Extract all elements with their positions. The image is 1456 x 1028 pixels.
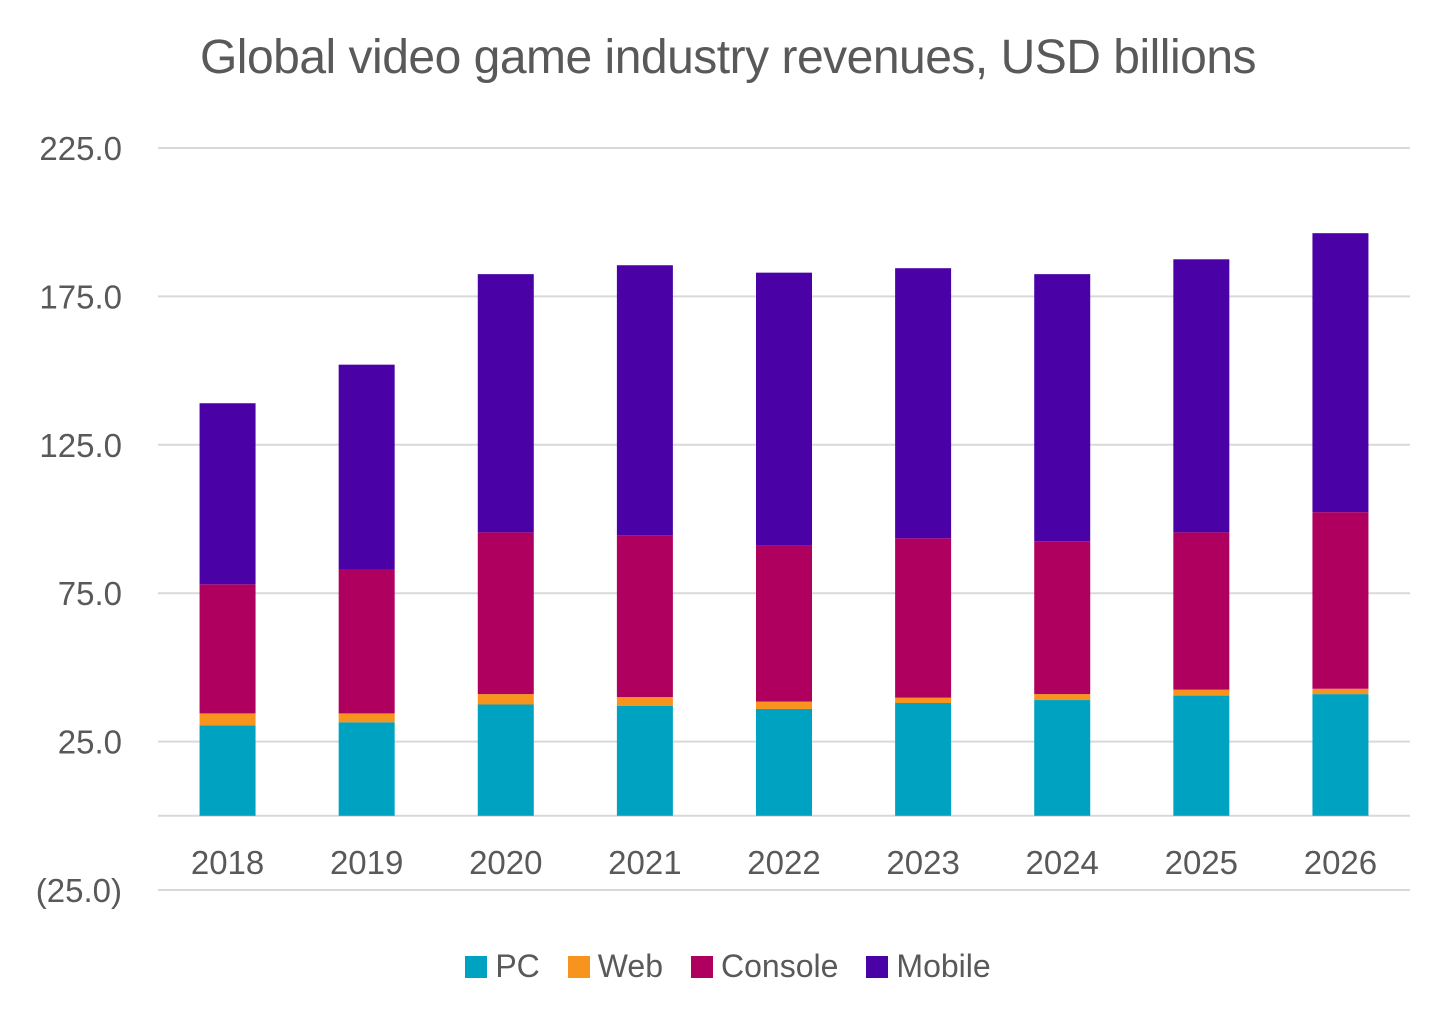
x-tick-label: 2024 (1026, 844, 1099, 881)
bar-console-2022 (756, 545, 812, 702)
bars (199, 233, 1369, 816)
legend: PC Web Console Mobile (0, 948, 1456, 985)
legend-item-console: Console (691, 948, 838, 985)
bar-web-2021 (616, 697, 673, 706)
legend-swatch (691, 955, 713, 978)
bar-mobile-2024 (1034, 274, 1091, 542)
bar-console-2024 (1034, 541, 1091, 695)
bar-pc-2022 (756, 708, 812, 816)
x-tick-label: 2018 (191, 844, 264, 881)
bar-web-2019 (338, 713, 395, 723)
x-tick-label: 2025 (1165, 844, 1238, 881)
bar-pc-2018 (199, 725, 256, 816)
legend-label: Mobile (896, 948, 991, 984)
bar-pc-2021 (616, 705, 673, 816)
legend-swatch (465, 955, 488, 978)
x-tick-label: 2021 (608, 844, 681, 881)
y-axis-ticks: (25.0) 25.0 75.0 125.0 175.0 225.0 (36, 130, 122, 909)
bar-pc-2024 (1034, 700, 1091, 816)
x-axis-ticks: 2018 2019 2020 2021 2022 2023 2024 2025 2026 (191, 844, 1377, 881)
chart-title: Global video game industry revenues, USD… (199, 31, 1257, 84)
y-tick-label: 225.0 (39, 130, 122, 167)
legend-item-pc: PC (465, 948, 540, 985)
bar-console-2023 (895, 538, 952, 698)
legend-item-mobile: Mobile (866, 948, 991, 985)
bar-pc-2025 (1173, 695, 1230, 816)
bar-pc-2026 (1312, 694, 1369, 816)
bar-mobile-2025 (1173, 259, 1230, 533)
y-tick-label: (25.0) (36, 872, 122, 909)
bar-mobile-2018 (199, 403, 256, 585)
bar-console-2021 (616, 535, 673, 698)
legend-swatch (866, 955, 889, 978)
bar-pc-2020 (477, 704, 534, 816)
x-tick-label: 2020 (469, 844, 542, 881)
legend-swatch (567, 955, 590, 978)
bar-console-2019 (338, 569, 395, 714)
x-tick-label: 2023 (886, 844, 959, 881)
bar-web-2024 (1034, 694, 1091, 701)
bar-console-2018 (199, 584, 256, 714)
legend-label: PC (495, 948, 540, 984)
y-tick-label: 125.0 (39, 427, 122, 464)
bar-mobile-2023 (895, 268, 952, 539)
bar-web-2018 (199, 713, 256, 726)
bar-web-2025 (1173, 689, 1230, 696)
x-tick-label: 2026 (1304, 844, 1377, 881)
y-tick-label: 25.0 (58, 724, 122, 761)
bar-mobile-2021 (616, 265, 673, 536)
bar-web-2026 (1312, 688, 1369, 695)
legend-item-web: Web (567, 948, 663, 985)
x-tick-label: 2022 (747, 844, 820, 881)
legend-label: Web (597, 948, 663, 984)
y-tick-label: 75.0 (58, 575, 122, 612)
bar-console-2025 (1173, 532, 1230, 690)
bar-web-2023 (895, 697, 952, 704)
x-tick-label: 2019 (330, 844, 403, 881)
bar-pc-2023 (895, 703, 952, 816)
bar-mobile-2022 (756, 272, 812, 546)
bar-mobile-2019 (338, 364, 395, 570)
bar-mobile-2020 (477, 274, 534, 533)
y-tick-label: 175.0 (39, 278, 122, 315)
bar-web-2020 (477, 694, 534, 705)
bar-console-2026 (1312, 512, 1369, 689)
bar-pc-2019 (338, 722, 395, 816)
bar-web-2022 (756, 701, 812, 709)
bar-console-2020 (477, 532, 534, 695)
bar-mobile-2026 (1312, 233, 1369, 513)
legend-label: Console (721, 948, 839, 984)
